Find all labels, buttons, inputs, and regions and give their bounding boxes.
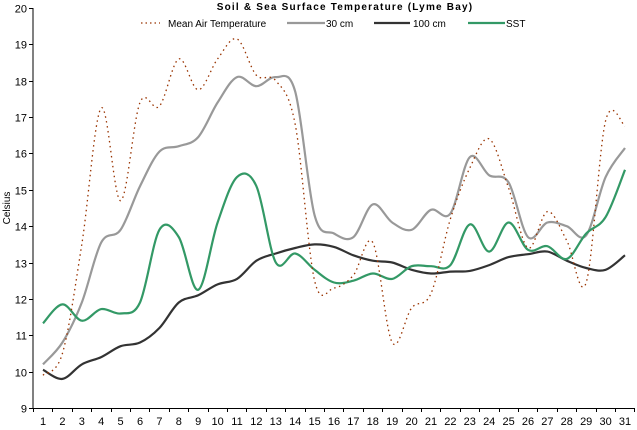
y-tick-label: 20 [15,4,27,16]
series-group [42,37,627,381]
x-tick-label: 28 [561,416,573,428]
x-tick-label: 27 [541,416,553,428]
y-tick-label: 16 [15,149,27,161]
y-tick-label: 11 [16,331,27,343]
x-tick-label: 13 [270,416,282,428]
x-tick-label: 25 [502,416,514,428]
x-tick-label: 1 [40,416,46,428]
x-tick-label: 2 [59,416,65,428]
y-tick-label: 17 [15,113,27,125]
legend-label-air: Mean Air Temperature [168,19,267,30]
legend-label-100cm: 100 cm [413,19,446,30]
y-tick-label: 12 [15,295,27,307]
x-tick-label: 11 [231,416,242,428]
x-tick-label: 16 [328,416,340,428]
x-tick-label: 23 [464,416,476,428]
x-tick-label: 21 [425,416,437,428]
x-tick-label: 8 [176,416,182,428]
x-tick-label: 12 [250,416,262,428]
x-tick-label: 15 [308,416,320,428]
x-tick-label: 7 [156,416,162,428]
series-line-100cm [42,243,626,381]
x-tick-label: 31 [619,416,631,428]
x-tick-label: 29 [580,416,592,428]
legend: Mean Air Temperature 30 cm 100 cm SST [141,19,525,30]
y-tick-label: 19 [15,40,27,52]
legend-item-100cm: 100 cm [374,19,446,30]
y-tick-label: 13 [15,259,27,271]
x-tick-label: 24 [483,416,495,428]
x-tick-label: 10 [211,416,223,428]
legend-item-sst: SST [468,19,525,30]
y-tick-label: 18 [15,77,27,89]
x-tick-label: 18 [367,416,379,428]
y-tick-label: 14 [15,222,27,234]
legend-label-30cm: 30 cm [326,19,353,30]
series-line-30cm [42,74,626,366]
y-axis-label: Celsius [2,192,13,225]
x-tick-label: 17 [347,416,359,428]
legend-item-air: Mean Air Temperature [141,19,267,30]
x-tick-label: 26 [522,416,534,428]
x-tick-label: 14 [289,416,301,428]
y-axis: 9 10 11 12 13 14 15 16 17 18 19 20 [15,4,34,416]
x-tick-label: 19 [386,416,398,428]
y-tick-label: 9 [21,404,27,416]
x-tick-label: 4 [98,416,104,428]
y-tick-label: 10 [15,368,27,380]
x-tick-label: 9 [195,416,201,428]
y-tick-label: 15 [15,186,27,198]
series-line-sst [42,169,627,325]
chart-title: Soil & Sea Surface Temperature (Lyme Bay… [217,2,474,13]
x-axis: 1 2 3 4 5 6 7 8 9 10 11 12 13 14 15 16 17 18 19 20 21 22 23 24 2… [33,408,635,428]
x-tick-label: 6 [137,416,143,428]
x-tick-label: 3 [79,416,85,428]
x-tick-label: 5 [118,416,124,428]
legend-label-sst: SST [506,19,525,30]
x-tick-label: 22 [444,416,456,428]
x-tick-label: 20 [405,416,417,428]
x-tick-label: 30 [599,416,611,428]
legend-item-30cm: 30 cm [287,19,353,30]
